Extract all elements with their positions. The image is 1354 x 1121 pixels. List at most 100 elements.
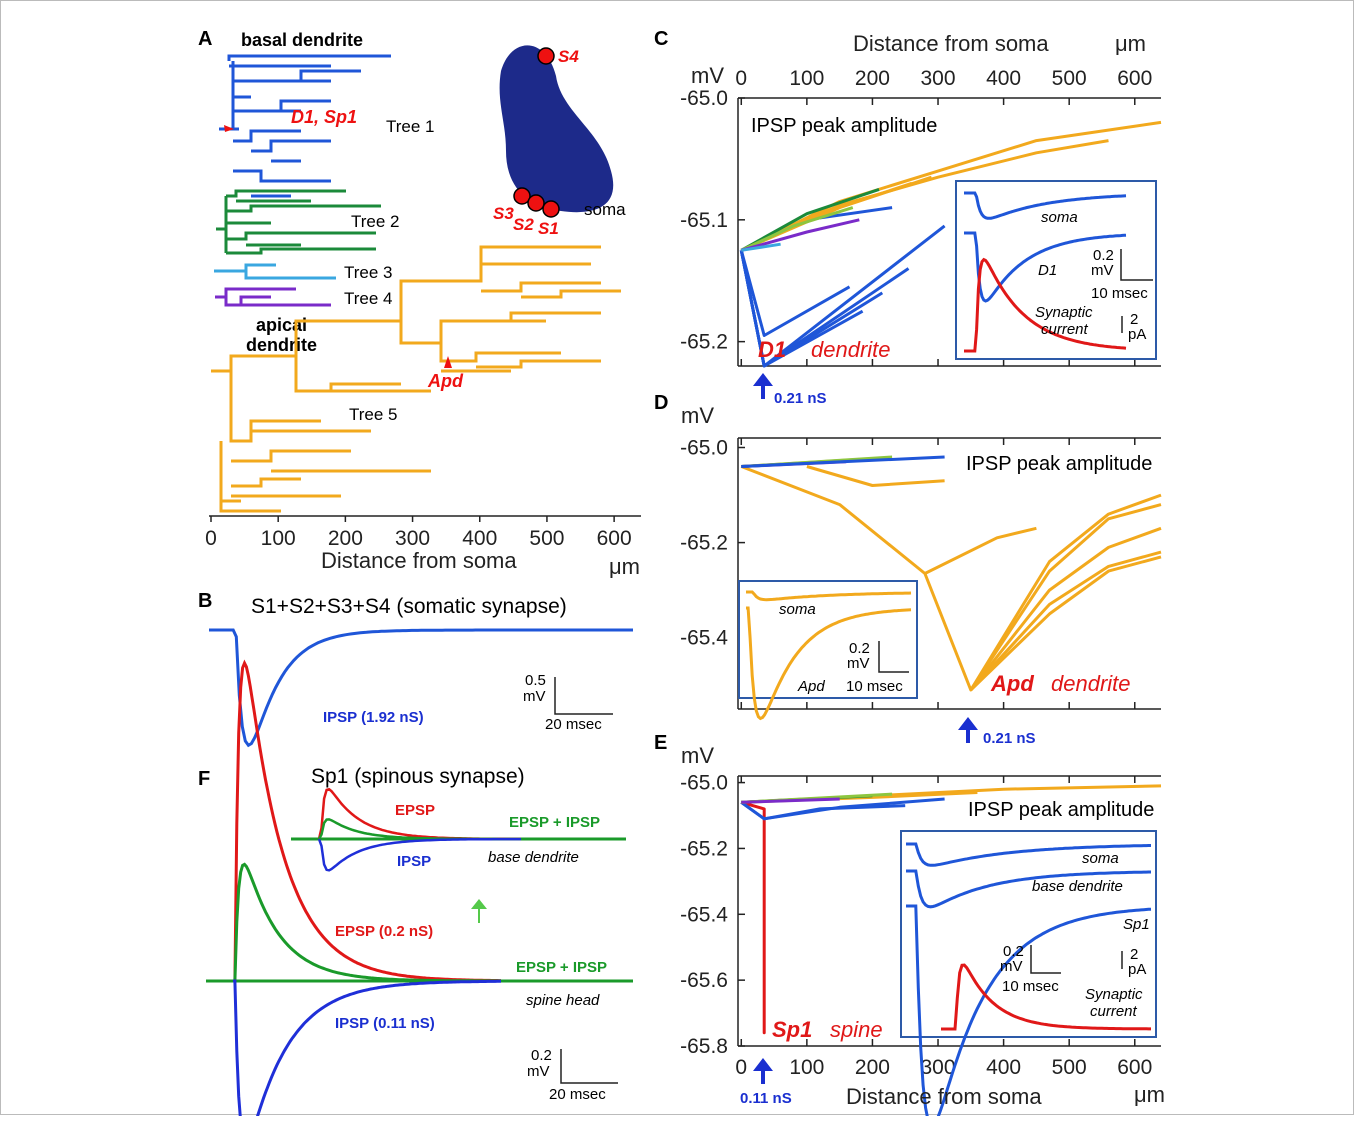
panel-a-ticks: 0 100 200 300 400 500 600: [205, 516, 632, 550]
panel-e-inset-current-scale1: 2: [1130, 946, 1138, 963]
panel-f-epsp-label: EPSP (0.2 nS): [335, 923, 433, 940]
panel-e-inset-soma-trace: [906, 842, 1151, 867]
c-series-13: [741, 242, 781, 252]
panel-e-inset: [900, 830, 1157, 1038]
panel-d-yunit: mV: [681, 403, 714, 428]
panel-b-scale-v1: 0.5: [525, 672, 546, 689]
panel-b-title: S1+S2+S3+S4 (somatic synapse): [251, 595, 567, 618]
s4-synapse: [537, 47, 555, 65]
panel-e-inset-base-trace: [906, 869, 1151, 909]
d1-marker-icon: [224, 125, 234, 132]
c-series-12: [740, 218, 860, 252]
e-ytick-label-0: -65.0: [680, 772, 728, 795]
panel-e-unit: μm: [1134, 1082, 1165, 1107]
panel-a: A basal dendrite D1, Sp1 Tree 1 Tree 2 T…: [198, 28, 641, 579]
panel-f-inset-epsp-label: EPSP: [395, 802, 435, 819]
panel-f-title: Sp1 (spinous synapse): [311, 765, 525, 788]
panel-e: 0 100 200 300 400 500 600 -65.0 -65.2 -65.4 -65.6 -…: [680, 772, 1162, 1079]
d-series-3: [969, 550, 1162, 692]
c-series-4: [739, 249, 851, 337]
panel-c-site-type: dendrite: [811, 337, 891, 362]
panel-e-inset-current-label1: Synaptic: [1085, 986, 1143, 1003]
panel-e-yunit: mV: [681, 743, 714, 768]
tree-2-label: Tree 2: [351, 212, 400, 231]
panel-f-ipsp-trace: [233, 979, 501, 1121]
d1-sp1-label: D1, Sp1: [291, 107, 357, 127]
panel-e-inset-scale-v1: 0.2: [1003, 943, 1024, 960]
tree-4-label: Tree 4: [344, 289, 393, 308]
c-xtick-label-1: 100: [789, 67, 824, 90]
s2-label: S2: [513, 215, 534, 234]
tree-3-label: Tree 3: [344, 263, 393, 282]
panel-b-scale-v2: mV: [523, 688, 546, 705]
panel-f-inset-ipsp-label: IPSP: [397, 853, 431, 870]
panel-d-inset-soma-trace: [746, 590, 912, 602]
c-ytick-label-2: -65.2: [680, 331, 728, 354]
panel-e-labels: E mV IPSP peak amplitude soma base dendr…: [654, 732, 1165, 1121]
panel-a-tick-label-2: 200: [328, 527, 363, 550]
panel-c-chart-title: IPSP peak amplitude: [751, 115, 937, 137]
panel-f-ipsp-label: IPSP (0.11 nS): [335, 1015, 435, 1032]
panel-label-a: A: [198, 28, 212, 50]
panel-f: F Sp1 (spinous synapse) EPSP EPSP + IPSP…: [198, 659, 633, 1121]
e-ytick-label-2: -65.4: [680, 903, 728, 926]
panel-c-inset-scale-v1: 0.2: [1093, 247, 1114, 264]
s3-label: S3: [493, 204, 514, 223]
d-series-5: [924, 526, 1037, 575]
e-xtick-label-0: 0: [735, 1056, 747, 1079]
c-ytick-label-1: -65.1: [680, 209, 728, 232]
tree-2-branches: [216, 189, 381, 255]
panel-e-site-type: spine: [830, 1017, 883, 1042]
c-series-11: [740, 206, 854, 252]
panel-c-stim-arrow-icon: [753, 373, 773, 399]
tree-5-label: Tree 5: [349, 405, 398, 424]
e-xtick-label-6: 600: [1117, 1056, 1152, 1079]
d-ytick-label-2: -65.4: [680, 627, 728, 650]
panel-f-location: spine head: [526, 992, 600, 1009]
panel-d-inset-apd-trace: [746, 606, 912, 721]
panel-c-inset-scale-h: 10 msec: [1091, 285, 1148, 302]
d-series-4: [969, 555, 1162, 692]
panel-c-inset-soma-label: soma: [1041, 209, 1078, 226]
d-series-1: [969, 503, 1162, 691]
panel-b-ipsp-trace: [209, 628, 633, 748]
panel-f-inset-sum-label: EPSP + IPSP: [509, 814, 600, 831]
s1-label: S1: [538, 219, 559, 238]
panel-c-conductance: 0.21 nS: [774, 390, 827, 407]
apical-label-2: dendrite: [246, 335, 317, 355]
panel-e-inset-scale-v2: mV: [1000, 958, 1023, 975]
panel-d-site: Apd: [990, 671, 1034, 696]
panel-b-scale-h: 20 msec: [545, 716, 602, 733]
soma-shape: [499, 45, 614, 213]
d-series-6: [806, 465, 945, 487]
c-series-6: [740, 120, 1162, 252]
panel-e-inset-current-trace: [941, 963, 1151, 1031]
panel-e-stim-arrow-icon: [753, 1058, 773, 1084]
panel-c-top-unit: μm: [1115, 31, 1146, 56]
panel-c-inset-d1-label: D1: [1038, 262, 1057, 279]
panel-a-xlabel: Distance from soma: [321, 548, 517, 573]
panel-e-conductance: 0.11 nS: [740, 1090, 792, 1107]
tree-1-label: Tree 1: [386, 117, 435, 136]
panel-c-inset-current-trace: [964, 257, 1127, 353]
e-series-2: [740, 801, 906, 821]
c-xtick-label-4: 400: [986, 67, 1021, 90]
panel-d: -65.0 -65.2 -65.4: [680, 437, 1162, 710]
d-series-2: [969, 526, 1162, 691]
apical-label-1: apical: [256, 315, 307, 335]
apd-label: Apd: [427, 371, 464, 391]
panel-a-unit: μm: [609, 554, 640, 579]
s1-synapse: [542, 200, 560, 218]
panel-c-inset-scalebar: [1120, 249, 1153, 281]
c-xtick-label-0: 0: [735, 67, 747, 90]
panel-label-c: C: [654, 28, 668, 50]
panel-a-tick-label-1: 100: [261, 527, 296, 550]
panel-c-inset-soma-trace: [964, 191, 1127, 220]
panel-c-inset-current-scale1: 2: [1130, 311, 1138, 328]
panel-c-site: D1: [758, 337, 786, 362]
d-series-11: [741, 455, 945, 468]
e-series-7: [741, 797, 840, 804]
panel-b-scalebar: [554, 677, 613, 715]
